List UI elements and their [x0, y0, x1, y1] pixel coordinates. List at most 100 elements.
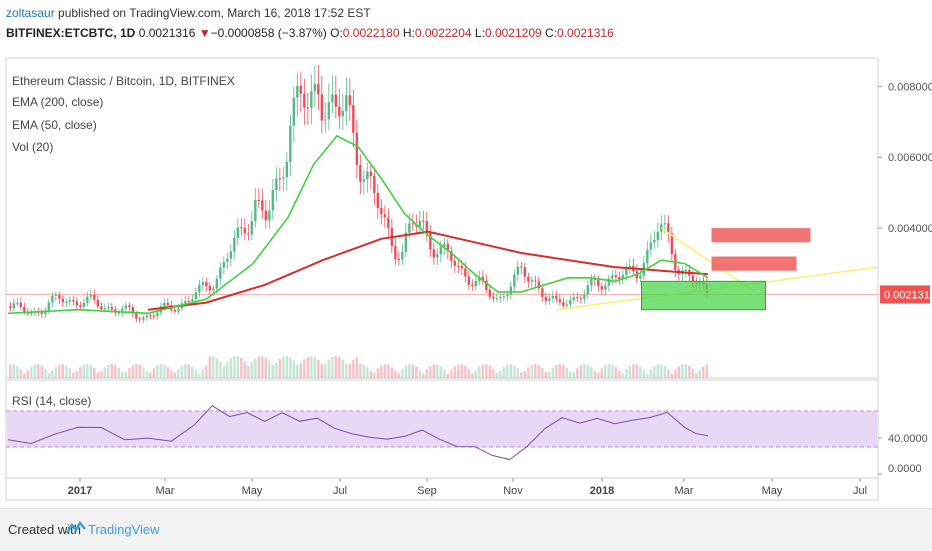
candle-body — [187, 300, 191, 302]
volume-bar — [65, 365, 68, 378]
candle-body — [163, 303, 166, 307]
candle-body — [100, 306, 103, 310]
time-tick-label: 2017 — [68, 485, 92, 497]
volume-bar — [173, 372, 177, 378]
volume-bar — [639, 366, 642, 378]
candle-body — [537, 281, 541, 289]
volume-bar — [187, 364, 191, 378]
volume-bar — [159, 364, 163, 378]
candle-body — [618, 277, 621, 280]
volume-bar — [229, 358, 233, 378]
target-zone-lower — [711, 256, 797, 271]
volume-bar — [352, 360, 355, 378]
volume-bar — [415, 366, 418, 378]
footer-brand[interactable]: TradingView — [88, 522, 160, 537]
candle-body — [481, 277, 485, 281]
volume-bar — [348, 364, 352, 378]
volume-bar — [180, 365, 184, 378]
change-value: −0.0000858 (−3.87%) — [210, 26, 327, 40]
volume-bar — [502, 367, 506, 378]
volume-bar — [499, 370, 502, 378]
candle-body — [82, 302, 86, 307]
volume-bar — [243, 361, 247, 378]
candle-body — [611, 275, 614, 279]
volume-bar — [289, 357, 292, 378]
volume-bar — [387, 364, 390, 378]
candle-body — [166, 303, 170, 306]
volume-bar — [439, 366, 443, 378]
volume-bar — [425, 369, 429, 378]
candle-body — [222, 261, 226, 268]
candle-body — [387, 217, 390, 228]
candle-body — [240, 227, 243, 229]
volume-bar — [233, 356, 236, 378]
legend-ema200[interactable]: EMA (200, close) — [12, 95, 104, 109]
volume-bar — [236, 356, 240, 378]
legend-ema50[interactable]: EMA (50, close) — [12, 118, 97, 132]
volume-bar — [621, 373, 625, 378]
volume-bar — [369, 371, 373, 378]
candle-body — [520, 266, 523, 268]
volume-bar — [614, 366, 618, 378]
candle-body — [467, 276, 471, 285]
candle-body — [457, 265, 460, 267]
candle-body — [425, 221, 429, 234]
candle-body — [121, 308, 124, 313]
volume-bar — [114, 365, 117, 378]
candle-body — [243, 228, 247, 234]
candle-body — [471, 284, 474, 287]
volume-bar — [411, 364, 415, 378]
footer: Created with TradingView — [0, 508, 932, 551]
volume-bar — [509, 364, 513, 378]
volume-bar — [271, 365, 275, 378]
volume-bar — [464, 365, 467, 378]
candle-body — [691, 275, 695, 282]
volume-bar — [47, 373, 51, 378]
candle-body — [667, 223, 670, 234]
volume-bar — [607, 364, 611, 378]
volume-bar — [485, 364, 488, 378]
candle-body — [289, 125, 292, 162]
candle-body — [86, 296, 89, 303]
volume-bar — [152, 368, 156, 378]
time-tick-label: Jul — [333, 485, 347, 497]
volume-bar — [408, 364, 411, 378]
volume-bar — [366, 367, 369, 378]
legend-rsi[interactable]: RSI (14, close) — [12, 394, 92, 408]
candle-body — [576, 297, 579, 299]
candle-body — [565, 304, 569, 306]
candle-body — [607, 278, 611, 286]
candle-body — [352, 105, 355, 133]
candle-body — [548, 298, 551, 301]
time-axis — [5, 477, 879, 501]
author-link[interactable]: zoltasaur — [6, 6, 55, 20]
candle-body — [590, 278, 593, 286]
volume-bar — [247, 365, 250, 378]
candle-body — [334, 94, 338, 107]
candle-body — [362, 179, 366, 182]
candle-body — [44, 310, 47, 314]
candle-body — [250, 221, 254, 235]
volume-bar — [334, 356, 338, 378]
candle-body — [527, 276, 530, 282]
target-zone-upper — [711, 228, 811, 243]
candle-body — [380, 207, 383, 215]
candle-body — [429, 233, 432, 250]
last-price-label: 0.0021316 — [884, 289, 932, 301]
candle-body — [534, 280, 537, 282]
volume-bar — [446, 373, 450, 378]
candle-body — [124, 305, 128, 309]
legend-title: Ethereum Classic / Bitcoin, 1D, BITFINEX — [12, 74, 235, 88]
candle-body — [72, 300, 75, 302]
volume-bar — [698, 370, 702, 378]
volume-bar — [688, 365, 691, 378]
volume-bar — [44, 368, 47, 378]
legend-volume[interactable]: Vol (20) — [12, 140, 54, 154]
candle-body — [562, 302, 565, 306]
support-zone — [641, 280, 766, 311]
volume-bar — [656, 364, 660, 378]
volume-bar — [628, 365, 632, 378]
volume-bar — [450, 369, 453, 378]
